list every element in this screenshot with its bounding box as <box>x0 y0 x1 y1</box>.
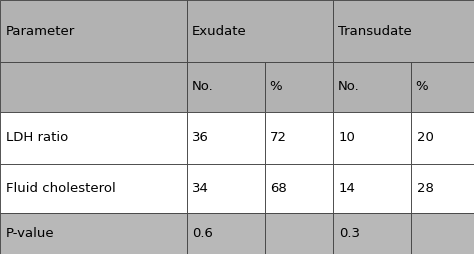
Bar <box>411 164 474 213</box>
Text: 68: 68 <box>270 182 287 195</box>
Text: Exudate: Exudate <box>191 25 246 38</box>
Text: Fluid cholesterol: Fluid cholesterol <box>6 182 116 195</box>
Text: 20: 20 <box>417 131 433 144</box>
Bar <box>187 62 264 112</box>
Text: 0.3: 0.3 <box>339 227 360 240</box>
Bar <box>333 112 411 164</box>
Bar <box>264 62 333 112</box>
Bar <box>264 164 333 213</box>
Bar <box>187 0 333 62</box>
Bar <box>333 213 411 254</box>
Bar <box>0 0 187 62</box>
Text: No.: No. <box>338 81 359 93</box>
Text: 36: 36 <box>192 131 210 144</box>
Text: 10: 10 <box>339 131 356 144</box>
Bar <box>187 164 264 213</box>
Text: LDH ratio: LDH ratio <box>6 131 68 144</box>
Text: Parameter: Parameter <box>6 25 75 38</box>
Bar <box>0 213 187 254</box>
Bar <box>411 213 474 254</box>
Bar <box>264 213 333 254</box>
Text: Transudate: Transudate <box>338 25 411 38</box>
Text: No.: No. <box>191 81 213 93</box>
Bar <box>187 112 264 164</box>
Text: 28: 28 <box>417 182 433 195</box>
Text: P-value: P-value <box>6 227 55 240</box>
Bar <box>264 112 333 164</box>
Bar <box>411 112 474 164</box>
Bar <box>0 62 187 112</box>
Text: %: % <box>416 81 428 93</box>
Bar <box>333 62 411 112</box>
Text: 14: 14 <box>339 182 356 195</box>
Text: 72: 72 <box>270 131 287 144</box>
Text: 34: 34 <box>192 182 210 195</box>
Text: %: % <box>269 81 282 93</box>
Bar <box>333 0 474 62</box>
Bar <box>187 213 264 254</box>
Bar <box>0 112 187 164</box>
Bar <box>0 164 187 213</box>
Text: 0.6: 0.6 <box>192 227 213 240</box>
Bar <box>411 62 474 112</box>
Bar <box>333 164 411 213</box>
